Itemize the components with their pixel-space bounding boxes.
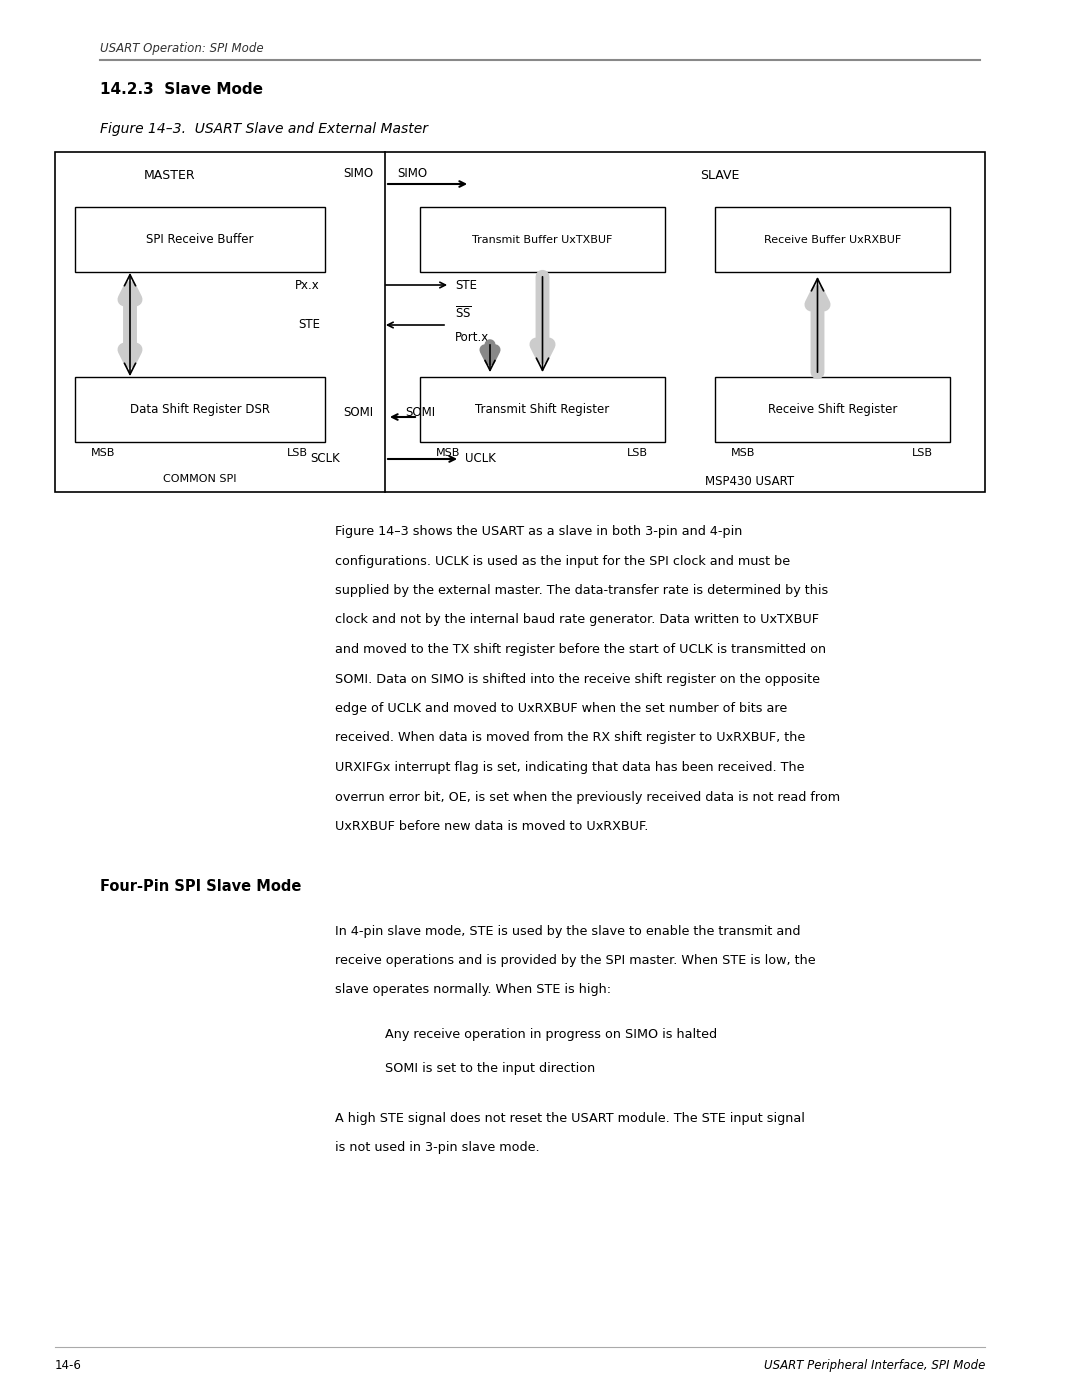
Bar bbox=[420, 207, 665, 272]
Text: clock and not by the internal baud rate generator. Data written to UxTXBUF: clock and not by the internal baud rate … bbox=[335, 613, 819, 626]
Text: SLAVE: SLAVE bbox=[700, 169, 740, 182]
Text: MSB: MSB bbox=[436, 448, 460, 458]
Text: URXIFGx interrupt flag is set, indicating that data has been received. The: URXIFGx interrupt flag is set, indicatin… bbox=[335, 761, 805, 774]
Text: A high STE signal does not reset the USART module. The STE input signal: A high STE signal does not reset the USA… bbox=[335, 1112, 805, 1125]
Text: LSB: LSB bbox=[912, 448, 932, 458]
Text: UxRXBUF before new data is moved to UxRXBUF.: UxRXBUF before new data is moved to UxRX… bbox=[335, 820, 648, 833]
Text: MSP430 USART: MSP430 USART bbox=[705, 475, 795, 488]
Text: Transmit Shift Register: Transmit Shift Register bbox=[475, 402, 609, 416]
Text: In 4-pin slave mode, STE is used by the slave to enable the transmit and: In 4-pin slave mode, STE is used by the … bbox=[335, 925, 800, 937]
Bar bbox=[715, 377, 950, 441]
Text: Data Shift Register DSR: Data Shift Register DSR bbox=[130, 402, 270, 416]
Text: MASTER: MASTER bbox=[145, 169, 195, 182]
Text: SOMI: SOMI bbox=[342, 405, 373, 419]
Bar bbox=[715, 207, 950, 272]
Text: is not used in 3-pin slave mode.: is not used in 3-pin slave mode. bbox=[335, 1141, 540, 1154]
Text: UCLK: UCLK bbox=[465, 453, 496, 465]
Text: SOMI is set to the input direction: SOMI is set to the input direction bbox=[384, 1063, 595, 1076]
Bar bbox=[55, 152, 985, 492]
Text: Receive Buffer UxRXBUF: Receive Buffer UxRXBUF bbox=[764, 235, 901, 244]
Text: COMMON SPI: COMMON SPI bbox=[163, 474, 237, 483]
Text: $\overline{\mathrm{SS}}$: $\overline{\mathrm{SS}}$ bbox=[455, 305, 472, 321]
Bar bbox=[75, 207, 325, 272]
Text: received. When data is moved from the RX shift register to UxRXBUF, the: received. When data is moved from the RX… bbox=[335, 732, 806, 745]
Text: SIMO: SIMO bbox=[397, 168, 427, 180]
Text: 14-6: 14-6 bbox=[55, 1359, 82, 1372]
Text: edge of UCLK and moved to UxRXBUF when the set number of bits are: edge of UCLK and moved to UxRXBUF when t… bbox=[335, 703, 787, 715]
Text: USART Operation: SPI Mode: USART Operation: SPI Mode bbox=[100, 42, 264, 54]
Text: 14.2.3  Slave Mode: 14.2.3 Slave Mode bbox=[100, 82, 264, 96]
Text: configurations. UCLK is used as the input for the SPI clock and must be: configurations. UCLK is used as the inpu… bbox=[335, 555, 791, 567]
Text: Any receive operation in progress on SIMO is halted: Any receive operation in progress on SIM… bbox=[384, 1028, 717, 1041]
Text: and moved to the TX shift register before the start of UCLK is transmitted on: and moved to the TX shift register befor… bbox=[335, 643, 826, 657]
Text: MSB: MSB bbox=[731, 448, 755, 458]
Text: slave operates normally. When STE is high:: slave operates normally. When STE is hig… bbox=[335, 983, 611, 996]
Text: SOMI. Data on SIMO is shifted into the receive shift register on the opposite: SOMI. Data on SIMO is shifted into the r… bbox=[335, 672, 820, 686]
Text: LSB: LSB bbox=[626, 448, 648, 458]
Text: STE: STE bbox=[455, 278, 477, 292]
Text: Figure 14–3 shows the USART as a slave in both 3-pin and 4-pin: Figure 14–3 shows the USART as a slave i… bbox=[335, 525, 742, 538]
Text: Receive Shift Register: Receive Shift Register bbox=[768, 402, 897, 416]
Bar bbox=[75, 377, 325, 441]
Text: MSB: MSB bbox=[91, 448, 116, 458]
Text: Figure 14–3.  USART Slave and External Master: Figure 14–3. USART Slave and External Ma… bbox=[100, 122, 428, 136]
Text: Port.x: Port.x bbox=[455, 331, 489, 344]
Text: SCLK: SCLK bbox=[310, 453, 340, 465]
Text: Four-Pin SPI Slave Mode: Four-Pin SPI Slave Mode bbox=[100, 880, 301, 894]
Text: SOMI: SOMI bbox=[405, 405, 435, 419]
Text: receive operations and is provided by the SPI master. When STE is low, the: receive operations and is provided by th… bbox=[335, 954, 815, 967]
Bar bbox=[420, 377, 665, 441]
Text: STE: STE bbox=[298, 319, 320, 331]
Text: Px.x: Px.x bbox=[295, 278, 320, 292]
Text: Transmit Buffer UxTXBUF: Transmit Buffer UxTXBUF bbox=[472, 235, 612, 244]
Text: USART Peripheral Interface, SPI Mode: USART Peripheral Interface, SPI Mode bbox=[764, 1359, 985, 1372]
Text: overrun error bit, OE, is set when the previously received data is not read from: overrun error bit, OE, is set when the p… bbox=[335, 791, 840, 803]
Text: SIMO: SIMO bbox=[342, 168, 373, 180]
Text: supplied by the external master. The data-transfer rate is determined by this: supplied by the external master. The dat… bbox=[335, 584, 828, 597]
Text: SPI Receive Buffer: SPI Receive Buffer bbox=[146, 233, 254, 246]
Text: LSB: LSB bbox=[286, 448, 308, 458]
